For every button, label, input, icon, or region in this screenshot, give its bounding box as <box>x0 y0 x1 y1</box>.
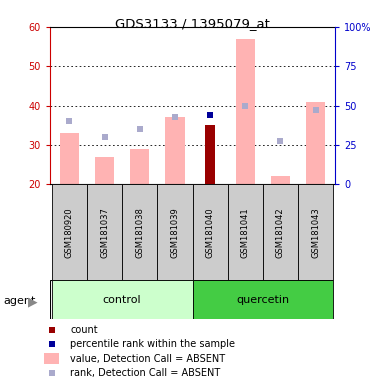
Text: quercetin: quercetin <box>236 295 290 305</box>
Bar <box>192 280 333 319</box>
Bar <box>44 353 59 364</box>
Text: GSM181038: GSM181038 <box>135 207 144 258</box>
Bar <box>157 184 192 280</box>
Text: GSM181039: GSM181039 <box>171 207 179 258</box>
Text: GSM181041: GSM181041 <box>241 207 250 258</box>
Bar <box>52 184 87 280</box>
Bar <box>165 118 184 184</box>
Bar <box>130 149 149 184</box>
Bar <box>192 184 228 280</box>
Bar <box>228 184 263 280</box>
Bar <box>298 184 333 280</box>
Bar <box>122 184 157 280</box>
Bar <box>205 125 215 184</box>
Bar <box>236 39 255 184</box>
Bar <box>60 133 79 184</box>
Text: count: count <box>70 325 98 335</box>
Text: GSM181037: GSM181037 <box>100 207 109 258</box>
Bar <box>52 280 192 319</box>
Text: GSM181040: GSM181040 <box>206 207 214 258</box>
Text: ▶: ▶ <box>28 295 38 308</box>
Text: GSM181043: GSM181043 <box>311 207 320 258</box>
Text: GSM180920: GSM180920 <box>65 207 74 258</box>
Bar <box>306 102 325 184</box>
Text: agent: agent <box>4 296 36 306</box>
Bar <box>95 157 114 184</box>
Text: percentile rank within the sample: percentile rank within the sample <box>70 339 235 349</box>
Text: rank, Detection Call = ABSENT: rank, Detection Call = ABSENT <box>70 368 221 378</box>
Bar <box>263 184 298 280</box>
Bar <box>271 177 290 184</box>
Text: GDS3133 / 1395079_at: GDS3133 / 1395079_at <box>115 17 270 30</box>
Text: value, Detection Call = ABSENT: value, Detection Call = ABSENT <box>70 354 225 364</box>
Text: control: control <box>103 295 141 305</box>
Bar <box>87 184 122 280</box>
Text: GSM181042: GSM181042 <box>276 207 285 258</box>
